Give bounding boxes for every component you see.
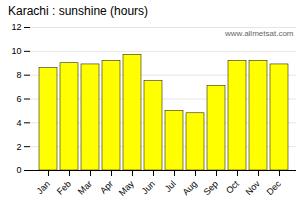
svg-text:Feb: Feb [55,179,73,197]
svg-text:Nov: Nov [244,178,263,197]
svg-text:May: May [117,178,136,197]
svg-text:Jul: Jul [163,179,178,194]
svg-text:2: 2 [16,142,21,152]
svg-text:4: 4 [16,118,21,128]
svg-text:12: 12 [11,22,21,32]
svg-text:www.allmetsat.com: www.allmetsat.com [224,29,294,38]
svg-text:8: 8 [16,70,21,80]
svg-text:10: 10 [11,46,21,56]
svg-text:Dec: Dec [265,178,284,197]
svg-text:6: 6 [16,94,21,104]
svg-text:Aug: Aug [181,179,199,197]
svg-text:Jan: Jan [35,179,52,196]
svg-text:Sep: Sep [202,179,220,197]
svg-text:Apr: Apr [98,179,115,196]
svg-text:Mar: Mar [76,179,94,197]
html-text:Karachi : sunshine (hours): Karachi : sunshine (hours) [8,4,149,18]
svg-text:0: 0 [16,165,21,175]
svg-text:Jun: Jun [140,179,157,196]
svg-text:Oct: Oct [224,178,241,195]
